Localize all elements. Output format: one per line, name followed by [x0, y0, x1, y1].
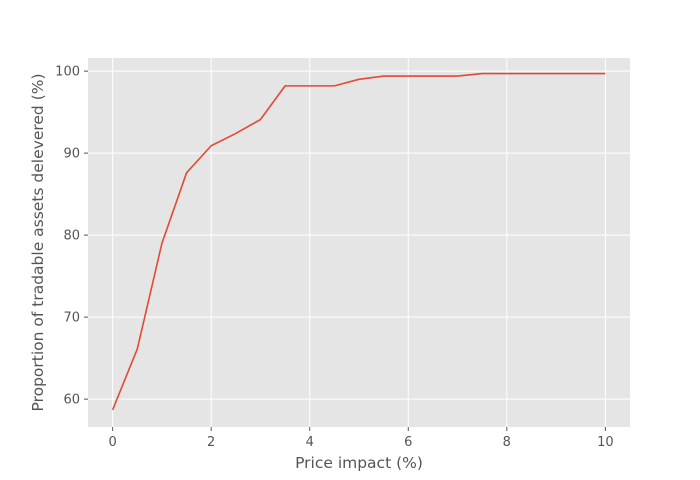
x-tick-label: 0 — [108, 435, 116, 450]
x-tick-label: 10 — [597, 435, 614, 450]
x-tick-label: 4 — [306, 435, 314, 450]
y-tick-label: 70 — [63, 311, 80, 326]
y-tick-label: 100 — [55, 65, 80, 80]
x-axis-label: Price impact (%) — [295, 454, 423, 472]
plot-area — [88, 58, 630, 427]
y-axis-label: Proportion of tradable assets delevered … — [29, 73, 47, 411]
y-tick-label: 80 — [63, 229, 80, 244]
series-line — [111, 72, 606, 411]
y-tick-label: 60 — [63, 393, 80, 408]
x-tick-label: 8 — [503, 435, 511, 450]
ticks: 0 2 4 6 8 10 60 70 80 90 100 — [55, 65, 613, 450]
y-tick-label: 90 — [63, 147, 80, 162]
series — [111, 72, 606, 411]
x-tick-label: 6 — [404, 435, 412, 450]
grid — [88, 58, 630, 427]
x-tick-label: 2 — [207, 435, 215, 450]
